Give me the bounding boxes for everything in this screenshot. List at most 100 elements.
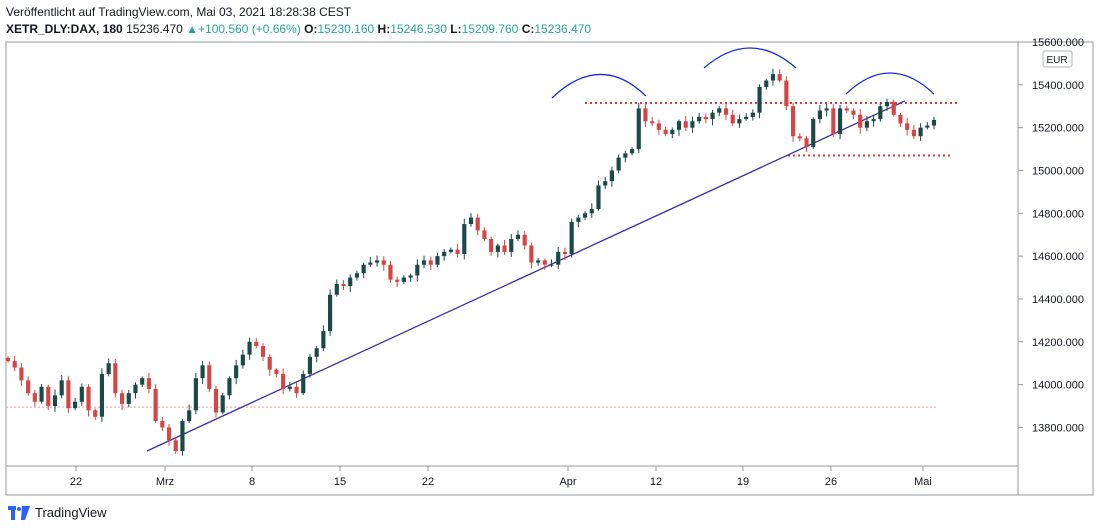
candle-body bbox=[442, 251, 447, 257]
candle-body bbox=[717, 108, 722, 113]
candle-body bbox=[515, 234, 521, 240]
candle-body bbox=[361, 264, 366, 274]
candle-body bbox=[636, 108, 641, 150]
candle-body bbox=[448, 249, 453, 252]
candle-body bbox=[341, 283, 346, 287]
time-tick-label: Apr bbox=[559, 476, 576, 488]
candle-body bbox=[690, 121, 695, 128]
candle-body bbox=[334, 283, 339, 295]
candle-body bbox=[670, 129, 675, 135]
candle-body bbox=[744, 116, 749, 120]
candle-body bbox=[616, 157, 621, 171]
candle-body bbox=[730, 114, 735, 124]
candle-body bbox=[140, 378, 145, 385]
price-tick-label: 15000.000 bbox=[1032, 165, 1084, 177]
publish-info: Veröffentlicht auf TradingView.com, Mai … bbox=[6, 5, 352, 19]
candle-body bbox=[52, 395, 58, 407]
candle-body bbox=[576, 217, 581, 222]
candle-body bbox=[73, 401, 78, 409]
candle-body bbox=[489, 239, 494, 252]
candle-body bbox=[180, 421, 185, 452]
candle-body bbox=[482, 230, 487, 240]
price-tick-label: 15600.000 bbox=[1032, 37, 1084, 49]
candle-body bbox=[911, 129, 916, 137]
candle-body bbox=[328, 294, 333, 332]
candle-body bbox=[864, 121, 869, 128]
candle-body bbox=[213, 388, 219, 413]
candle-body bbox=[79, 386, 84, 402]
candle-body bbox=[374, 260, 380, 263]
candle-body bbox=[871, 119, 876, 122]
candle-body bbox=[287, 386, 292, 389]
candle-body bbox=[676, 121, 682, 130]
candle-body bbox=[46, 386, 51, 407]
candle-body bbox=[797, 136, 802, 139]
time-tick-label: 15 bbox=[334, 476, 346, 488]
candle-body bbox=[663, 129, 668, 135]
price-change: ▲+100.560 (+0.66%) bbox=[186, 22, 301, 36]
candle-body bbox=[750, 112, 755, 117]
candle-body bbox=[106, 363, 111, 374]
candle-body bbox=[817, 110, 823, 120]
candle-body bbox=[12, 361, 17, 368]
price-tick-label: 14400.000 bbox=[1032, 294, 1084, 306]
time-tick-label: 26 bbox=[825, 476, 837, 488]
high-label: H: bbox=[377, 22, 391, 36]
candle-body bbox=[764, 80, 769, 87]
candle-body bbox=[207, 365, 212, 389]
candle-body bbox=[462, 224, 467, 254]
candle-body bbox=[623, 153, 628, 158]
candle-body bbox=[468, 217, 474, 225]
candle-body bbox=[784, 80, 789, 107]
candle-body bbox=[804, 138, 809, 147]
time-tick-label: Mai bbox=[914, 476, 932, 488]
candle-body bbox=[811, 119, 816, 147]
candle-body bbox=[193, 378, 198, 411]
candle-body bbox=[851, 110, 856, 115]
candle-body bbox=[408, 275, 413, 278]
symbol-label: XETR_DLY:DAX, 180 bbox=[6, 22, 123, 36]
price-tick-label: 14000.000 bbox=[1032, 380, 1084, 392]
candle-body bbox=[858, 114, 863, 128]
trendline bbox=[146, 100, 906, 452]
candle-body bbox=[99, 373, 105, 417]
candle-body bbox=[582, 213, 588, 218]
candle-body bbox=[281, 373, 286, 389]
candle-body bbox=[884, 101, 890, 107]
ohlc-legend: XETR_DLY:DAX, 180 15236.470 ▲+100.560 (+… bbox=[6, 22, 591, 36]
candle-body bbox=[931, 119, 937, 126]
candle-body bbox=[569, 221, 574, 254]
candle-body bbox=[274, 369, 279, 374]
candle-body bbox=[428, 260, 433, 265]
candle-body bbox=[153, 388, 158, 422]
candle-body bbox=[388, 264, 393, 280]
candle-body bbox=[160, 421, 165, 428]
candle-body bbox=[562, 251, 568, 254]
left-shoulder-arc bbox=[551, 73, 647, 99]
open-label: O: bbox=[304, 22, 318, 36]
candle-body bbox=[5, 357, 11, 362]
candle-body bbox=[898, 114, 903, 124]
candle-body bbox=[925, 125, 930, 128]
candle-body bbox=[254, 341, 259, 347]
candle-body bbox=[126, 393, 131, 404]
candle-body bbox=[368, 262, 373, 265]
candle-body bbox=[220, 395, 225, 413]
candle-body bbox=[737, 119, 742, 124]
candle-body bbox=[697, 116, 702, 122]
candle-body bbox=[348, 277, 353, 287]
candle-body bbox=[93, 410, 98, 417]
candle-body bbox=[556, 251, 561, 265]
candle-body bbox=[86, 386, 91, 411]
candle-body bbox=[321, 331, 326, 349]
low-label: L: bbox=[450, 22, 462, 36]
candle-body bbox=[234, 365, 239, 379]
candle-body bbox=[791, 106, 796, 137]
candle-body bbox=[549, 264, 554, 266]
candle-body bbox=[770, 74, 776, 81]
candle-body bbox=[650, 121, 655, 124]
candle-body bbox=[891, 101, 896, 115]
head-arc bbox=[703, 47, 797, 69]
candle-body bbox=[703, 116, 708, 120]
